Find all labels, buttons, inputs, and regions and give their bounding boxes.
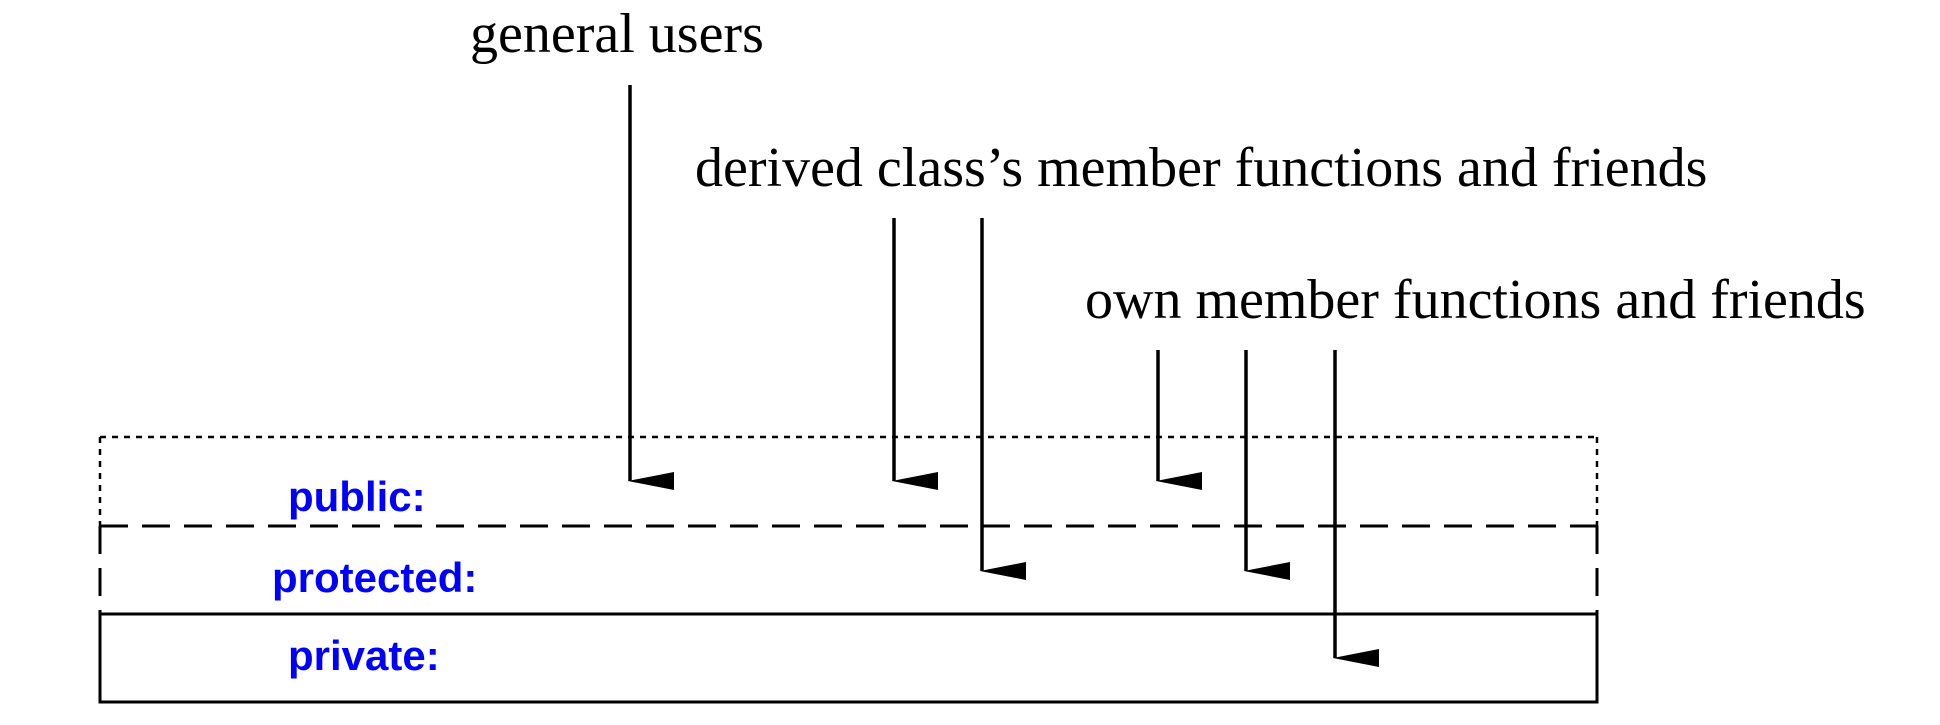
class-box (98, 435, 1599, 704)
section-label-private: private: (288, 632, 440, 679)
caption-general-users: general users (470, 3, 764, 65)
caption-own-members: own member functions and friends (1085, 269, 1866, 331)
private-section-border (98, 612, 1599, 704)
caption-derived-class: derived class’s member functions and fri… (695, 137, 1707, 199)
section-label-public: public: (288, 473, 426, 520)
section-label-protected: protected: (272, 554, 477, 601)
